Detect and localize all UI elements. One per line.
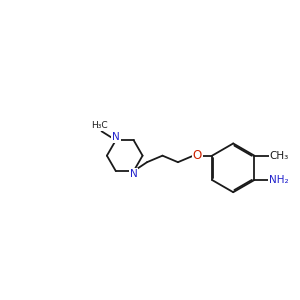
Text: CH₃: CH₃ — [269, 151, 289, 160]
Text: N: N — [112, 132, 120, 142]
Text: O: O — [193, 149, 202, 162]
Text: N: N — [130, 169, 137, 179]
Text: NH₂: NH₂ — [269, 175, 289, 185]
Text: H₃C: H₃C — [91, 122, 107, 130]
